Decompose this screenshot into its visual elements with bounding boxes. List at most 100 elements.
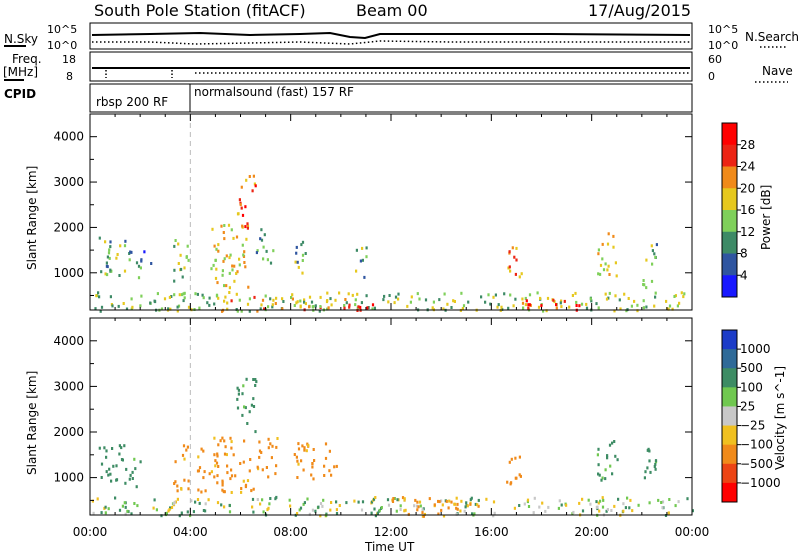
power-echo-cell xyxy=(575,300,578,304)
velocity-echo-cell xyxy=(595,500,598,504)
power-echo-cell xyxy=(251,189,254,193)
x-tick-label: 00:00 xyxy=(675,525,710,539)
power-echo-cell xyxy=(174,239,177,242)
velocity-echo-cell xyxy=(230,446,233,450)
power-echo-cell xyxy=(507,306,510,310)
power-echo-cell xyxy=(366,306,369,310)
power-colorbar-segment xyxy=(722,275,737,298)
velocity-echo-cell xyxy=(303,446,306,450)
power-echo-cell xyxy=(241,224,244,228)
power-echo-cell xyxy=(354,303,357,307)
velocity-echo-cell xyxy=(221,480,224,484)
velocity-echo-cell xyxy=(302,468,305,472)
power-echo-cell xyxy=(108,248,111,252)
velocity-colorbar-tick-label: 25 xyxy=(740,399,755,413)
power-colorbar-tick-label: 20 xyxy=(740,181,755,195)
velocity-echo-cell xyxy=(506,480,509,484)
power-colorbar-segment xyxy=(722,231,737,254)
power-echo-cell xyxy=(654,291,657,295)
velocity-echo-cell xyxy=(258,440,261,444)
power-echo-cell xyxy=(215,247,218,251)
velocity-echo-cell xyxy=(92,511,95,515)
power-echo-cell xyxy=(674,294,677,298)
velocity-echo-cell xyxy=(403,497,406,501)
velocity-colorbar-tick-label: −100 xyxy=(740,438,773,452)
velocity-echo-cell xyxy=(223,439,226,443)
velocity-echo-cell xyxy=(648,501,651,505)
velocity-echo-cell xyxy=(239,462,242,465)
power-echo-cell xyxy=(259,307,262,311)
power-echo-cell xyxy=(217,296,220,300)
velocity-echo-cell xyxy=(328,449,331,453)
freq-panel-frame xyxy=(89,51,693,82)
power-echo-cell xyxy=(642,299,645,303)
velocity-echo-cell xyxy=(192,510,195,514)
power-echo-cell xyxy=(117,304,120,308)
velocity-echo-cell xyxy=(374,496,377,499)
power-echo-cell xyxy=(642,279,645,282)
power-echo-cell xyxy=(223,257,226,261)
power-echo-cell xyxy=(246,302,250,306)
velocity-echo-cell xyxy=(262,510,265,514)
nsearch-bottom-tick: 10^0 xyxy=(708,39,739,52)
power-echo-cell xyxy=(676,304,679,308)
power-echo-cell xyxy=(513,255,516,259)
velocity-echo-cell xyxy=(229,436,232,440)
power-echo-cell xyxy=(222,259,225,263)
velocity-colorbar-label: Velocity [m s^-1] xyxy=(773,365,787,470)
power-echo-cell xyxy=(163,297,167,301)
velocity-echo-cell xyxy=(103,446,106,450)
velocity-echo-cell xyxy=(597,447,600,451)
velocity-echo-cell xyxy=(196,469,200,473)
velocity-echo-cell xyxy=(289,504,292,508)
velocity-echo-cell xyxy=(330,473,333,477)
velocity-echo-cell xyxy=(319,502,323,505)
velocity-echo-cell xyxy=(214,459,217,463)
velocity-echo-cell xyxy=(271,444,274,448)
power-echo-cell xyxy=(589,297,592,301)
nave-top-tick: 60 xyxy=(708,53,722,66)
power-echo-cell xyxy=(484,300,487,304)
velocity-echo-cell xyxy=(386,498,390,502)
velocity-echo-cell xyxy=(646,466,649,470)
power-echo-cell xyxy=(296,260,299,264)
velocity-echo-cell xyxy=(317,505,320,509)
power-echo-cell xyxy=(217,249,220,253)
power-echo-cell xyxy=(521,297,524,301)
beam-label: Beam 00 xyxy=(356,1,428,20)
power-echo-cell xyxy=(330,303,333,307)
power-echo-cell xyxy=(552,298,555,302)
power-echo-cell xyxy=(183,291,186,295)
velocity-echo-cell xyxy=(302,502,305,506)
velocity-echo-cell xyxy=(118,444,121,448)
velocity-echo-cell xyxy=(395,509,398,513)
power-echo-cell xyxy=(237,212,240,216)
power-echo-cell xyxy=(281,307,284,311)
power-echo-cell xyxy=(348,303,351,307)
power-echo-cell xyxy=(181,275,184,279)
velocity-echo-cell xyxy=(456,502,459,506)
power-echo-cell xyxy=(228,271,231,275)
power-echo-cell xyxy=(118,274,121,277)
power-echo-cell xyxy=(527,306,530,310)
power-echo-cell xyxy=(214,276,218,280)
velocity-echo-cell xyxy=(126,509,129,513)
power-echo-cell xyxy=(99,309,102,313)
velocity-echo-cell xyxy=(538,505,541,509)
power-echo-cell xyxy=(555,303,558,307)
velocity-echo-cell xyxy=(657,498,660,502)
velocity-echo-cell xyxy=(243,439,246,443)
power-echo-cell xyxy=(555,306,558,310)
power-echo-cell xyxy=(211,227,214,231)
station-title: South Pole Station (fitACF) xyxy=(94,1,306,20)
power-echo-cell xyxy=(242,253,245,257)
power-echo-cell xyxy=(173,279,176,283)
velocity-colorbar-frame xyxy=(721,329,738,503)
power-echo-cell xyxy=(608,291,611,295)
velocity-echo-cell xyxy=(183,457,186,461)
velocity-echo-cell xyxy=(416,504,419,508)
power-echo-cell xyxy=(260,303,263,307)
power-echo-cell xyxy=(387,300,390,304)
velocity-echo-cell xyxy=(329,508,332,512)
velocity-echo-cell xyxy=(288,498,291,502)
